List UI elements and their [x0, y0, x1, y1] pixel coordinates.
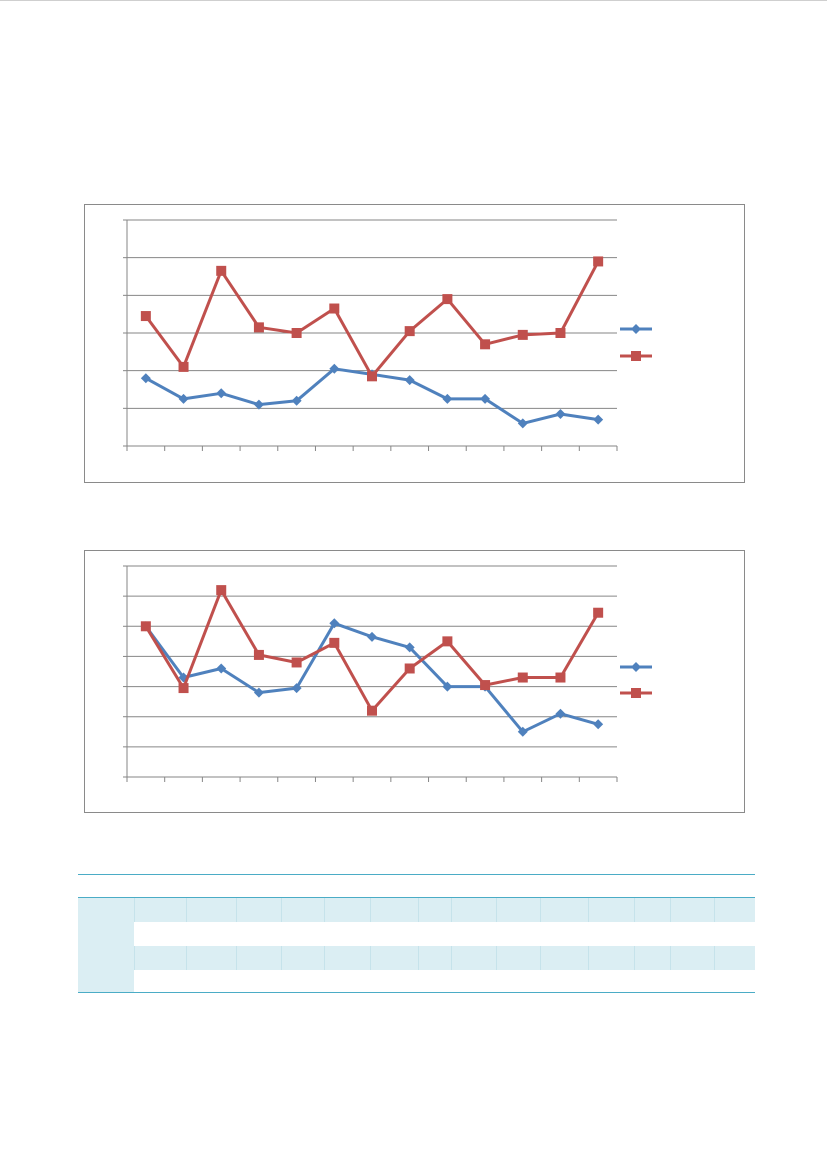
- table-column-divider: [418, 898, 419, 922]
- table-column-divider: [714, 946, 715, 970]
- series-2-point: [442, 636, 453, 647]
- legend-series-1-marker: [631, 324, 641, 334]
- table-column-divider: [670, 946, 671, 970]
- series-2-point: [291, 657, 302, 668]
- table-column-divider: [281, 946, 282, 970]
- series-2-point: [593, 256, 604, 267]
- series-1-point: [593, 719, 604, 730]
- series-1-point: [555, 408, 566, 419]
- line-chart-2: [84, 550, 745, 813]
- table-column-divider: [186, 946, 187, 970]
- series-1-point: [291, 395, 302, 406]
- series-2-point: [291, 328, 302, 338]
- table-column-divider: [496, 946, 497, 970]
- series-1-point: [329, 618, 340, 629]
- series-1-point: [216, 388, 227, 399]
- series-2-point: [517, 672, 528, 683]
- series-2-point: [480, 339, 491, 350]
- line-chart-1: [84, 204, 745, 483]
- series-2-line: [144, 588, 600, 713]
- series-1-point: [404, 642, 415, 653]
- series-1-point: [442, 393, 453, 404]
- series-1-point: [367, 631, 377, 642]
- series-1-point: [140, 373, 151, 384]
- table-column-divider: [370, 898, 371, 922]
- table-column-divider: [281, 898, 282, 922]
- series-2-point: [253, 322, 264, 333]
- series-1-point: [442, 681, 453, 692]
- series-2-point: [216, 585, 227, 596]
- table-column-divider: [588, 898, 589, 922]
- table-column-divider: [370, 946, 371, 970]
- series-2-point: [329, 303, 340, 314]
- series-1-point: [517, 418, 528, 429]
- table-row: [78, 946, 755, 970]
- series-2-point: [140, 621, 151, 632]
- series-2-point: [140, 311, 151, 322]
- table-row-header: [78, 922, 134, 946]
- table-column-divider: [324, 898, 325, 922]
- table-column-divider: [236, 898, 237, 922]
- series-2-point: [480, 680, 491, 691]
- legend-series-1-marker: [631, 662, 641, 672]
- series-1-point: [517, 726, 528, 737]
- series-1-point: [178, 393, 189, 404]
- table-column-divider: [186, 898, 187, 922]
- legend-series-2-marker: [631, 688, 641, 698]
- series-2-point: [216, 265, 227, 276]
- series-2-point: [178, 361, 189, 372]
- series-2-point: [404, 326, 415, 337]
- table-column-divider: [451, 898, 452, 922]
- table-column-divider: [714, 898, 715, 922]
- table-column-divider: [236, 946, 237, 970]
- table-column-divider: [134, 898, 135, 922]
- page-top-rule: [0, 0, 827, 1]
- table-column-divider: [496, 898, 497, 922]
- line-chart-2-plot: [123, 565, 652, 782]
- series-2-point: [404, 663, 415, 674]
- table-bottom-rule: [78, 992, 755, 993]
- line-chart-1-plot: [123, 219, 652, 451]
- table-column-divider: [670, 898, 671, 922]
- table-column-divider: [588, 946, 589, 970]
- series-2-point: [517, 329, 528, 340]
- series-1-point: [480, 393, 491, 404]
- series-2-point: [442, 294, 453, 305]
- series-1-point: [329, 363, 340, 374]
- series-2-point: [329, 637, 340, 648]
- table-column-divider: [324, 946, 325, 970]
- series-2-point: [555, 328, 566, 338]
- series-1-point: [253, 399, 264, 410]
- table-column-divider: [418, 946, 419, 970]
- series-1-point: [593, 414, 604, 425]
- series-1-point: [555, 708, 566, 719]
- table-header-rule: [78, 897, 755, 898]
- series-2-point: [367, 371, 377, 382]
- table-column-divider: [540, 946, 541, 970]
- table-column-divider: [634, 898, 635, 922]
- series-2-point: [367, 705, 377, 716]
- data-table: [78, 874, 755, 994]
- table-column-divider: [634, 946, 635, 970]
- table-row: [78, 898, 755, 922]
- series-1-point: [216, 663, 227, 674]
- series-2-point: [178, 683, 189, 694]
- table-column-divider: [540, 898, 541, 922]
- table-column-divider: [451, 946, 452, 970]
- table-row-header: [78, 970, 134, 992]
- series-2-line: [144, 260, 600, 378]
- table-column-divider: [134, 946, 135, 970]
- series-1-point: [253, 687, 264, 698]
- series-1-point: [291, 683, 302, 694]
- series-2-point: [593, 607, 604, 618]
- legend-series-2-marker: [631, 351, 641, 361]
- table-top-rule: [78, 874, 755, 875]
- series-1-point: [404, 375, 415, 386]
- series-2-point: [253, 649, 264, 660]
- series-2-point: [555, 672, 566, 683]
